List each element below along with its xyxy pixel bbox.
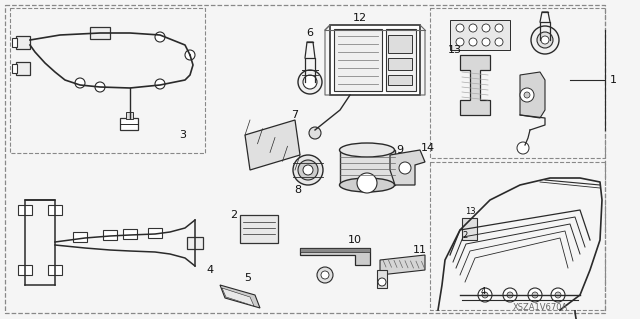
Text: 4: 4	[207, 265, 214, 275]
Circle shape	[524, 92, 530, 98]
Circle shape	[531, 26, 559, 54]
Polygon shape	[460, 55, 490, 115]
Circle shape	[555, 292, 561, 298]
Text: 7: 7	[291, 110, 299, 120]
Circle shape	[155, 79, 165, 89]
Bar	[16, 62, 30, 75]
Bar	[240, 215, 278, 243]
Bar	[386, 29, 416, 91]
Circle shape	[317, 267, 333, 283]
Bar	[388, 58, 412, 70]
Circle shape	[378, 278, 386, 286]
Bar	[18, 205, 32, 215]
Circle shape	[321, 271, 329, 279]
Circle shape	[293, 155, 323, 185]
Text: 6: 6	[307, 28, 314, 38]
Text: 12: 12	[353, 13, 367, 23]
Text: 5: 5	[244, 273, 252, 283]
Bar	[126, 112, 133, 119]
Circle shape	[517, 142, 529, 154]
Circle shape	[75, 78, 85, 88]
Bar	[123, 229, 137, 239]
Circle shape	[495, 38, 503, 46]
Circle shape	[532, 292, 538, 298]
Text: 2: 2	[462, 231, 468, 240]
Bar	[12, 38, 17, 47]
Circle shape	[155, 32, 165, 42]
Text: 9: 9	[396, 145, 404, 155]
Circle shape	[303, 165, 313, 175]
Bar	[90, 27, 110, 39]
Polygon shape	[300, 248, 370, 265]
Polygon shape	[222, 288, 254, 306]
Circle shape	[303, 75, 317, 89]
Bar	[340, 150, 395, 185]
Circle shape	[357, 173, 377, 193]
Bar	[187, 237, 203, 249]
Ellipse shape	[339, 178, 394, 192]
Circle shape	[482, 24, 490, 32]
Bar	[16, 36, 30, 49]
Circle shape	[399, 162, 411, 174]
Bar	[18, 265, 32, 275]
Polygon shape	[245, 120, 300, 170]
Bar	[12, 64, 17, 73]
Bar	[103, 230, 117, 240]
Bar	[430, 8, 605, 158]
Circle shape	[185, 50, 195, 60]
Circle shape	[95, 82, 105, 92]
Bar	[148, 228, 162, 238]
Circle shape	[495, 24, 503, 32]
Circle shape	[520, 88, 534, 102]
Bar	[48, 205, 62, 215]
Circle shape	[309, 127, 321, 139]
Text: 3: 3	[179, 130, 186, 140]
Bar	[388, 75, 412, 85]
Bar	[388, 35, 412, 53]
Bar	[377, 270, 387, 288]
Text: 13: 13	[465, 207, 476, 217]
Circle shape	[482, 292, 488, 298]
Polygon shape	[220, 285, 260, 308]
Bar	[10, 8, 205, 153]
Bar	[334, 29, 382, 91]
Polygon shape	[390, 150, 425, 185]
Circle shape	[528, 288, 542, 302]
Circle shape	[298, 160, 318, 180]
Circle shape	[298, 70, 322, 94]
Circle shape	[456, 24, 464, 32]
Text: 1: 1	[610, 75, 617, 85]
Circle shape	[537, 32, 553, 48]
Circle shape	[551, 288, 565, 302]
Circle shape	[456, 38, 464, 46]
Polygon shape	[520, 72, 545, 118]
Polygon shape	[450, 20, 510, 50]
Text: 8: 8	[294, 185, 301, 195]
Text: 11: 11	[413, 245, 427, 255]
Text: 2: 2	[230, 210, 237, 220]
Text: 13: 13	[448, 45, 462, 55]
Bar	[120, 118, 138, 130]
Circle shape	[469, 24, 477, 32]
Ellipse shape	[339, 143, 394, 157]
Bar	[462, 218, 477, 240]
Circle shape	[469, 38, 477, 46]
Bar	[48, 265, 62, 275]
Text: XSZA1V670A: XSZA1V670A	[513, 302, 568, 311]
Circle shape	[503, 288, 517, 302]
Text: 10: 10	[348, 235, 362, 245]
Circle shape	[482, 38, 490, 46]
Bar	[330, 25, 420, 95]
Circle shape	[478, 288, 492, 302]
Text: 4: 4	[481, 287, 486, 296]
Polygon shape	[380, 255, 425, 275]
Bar	[430, 162, 605, 310]
Circle shape	[541, 36, 549, 44]
Polygon shape	[300, 248, 370, 252]
Text: 14: 14	[421, 143, 435, 153]
Circle shape	[507, 292, 513, 298]
Bar	[73, 232, 87, 242]
